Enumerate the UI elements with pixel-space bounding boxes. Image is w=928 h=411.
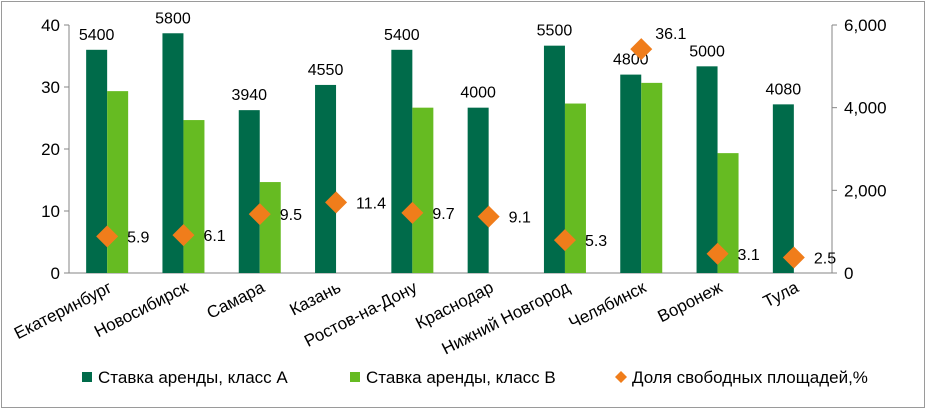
category-label: Нижний Новгород	[439, 278, 573, 359]
legend-label: Доля свободных площадей,%	[632, 368, 868, 387]
vacancy-label: 6.1	[203, 228, 225, 245]
right-tick-label: 0	[844, 264, 853, 283]
bar-class-b	[107, 91, 129, 273]
legend-swatch	[350, 372, 360, 382]
vacancy-label: 5.3	[585, 233, 607, 250]
bar-class-a-label: 5500	[537, 23, 573, 40]
category-label: Воронеж	[655, 277, 726, 326]
vacancy-marker	[96, 225, 119, 248]
bar-class-a-label: 4000	[460, 85, 496, 102]
bar-class-a	[620, 74, 642, 273]
category-label: Челябинск	[566, 277, 650, 332]
bar-class-b	[412, 107, 434, 274]
left-axis-ticks: 0 10 20 30 40	[41, 16, 69, 283]
left-tick-label: 0	[51, 264, 60, 283]
category-label: Тула	[760, 277, 802, 311]
bar-class-a	[315, 84, 337, 273]
bars	[86, 33, 794, 274]
bar-class-a	[238, 110, 260, 273]
legend-label: Ставка аренды, класс В	[366, 368, 556, 387]
bar-class-b	[259, 182, 281, 273]
bar-class-b	[183, 120, 205, 273]
vacancy-label: 5.9	[127, 229, 149, 246]
vacancy-marker	[553, 229, 576, 252]
bar-class-b	[564, 103, 586, 274]
vacancy-label: 36.1	[655, 26, 686, 43]
left-tick-label: 20	[41, 140, 60, 159]
bar-class-a	[391, 49, 413, 273]
legend-label: Ставка аренды, класс А	[98, 368, 288, 387]
vacancy-marker	[782, 246, 805, 269]
legend: Ставка аренды, класс А Ставка аренды, кла…	[82, 368, 868, 387]
legend-swatch	[82, 372, 92, 382]
right-tick-label: 6,000	[844, 16, 887, 35]
left-tick-label: 40	[41, 16, 60, 35]
bar-class-a	[467, 107, 489, 274]
category-label: Самара	[204, 277, 268, 322]
bar-class-a-label: 4080	[766, 81, 802, 98]
legend-swatch	[615, 371, 627, 383]
vacancy-label: 9.7	[432, 206, 454, 223]
left-tick-label: 30	[41, 78, 60, 97]
bar-class-a-label: 4550	[308, 62, 344, 79]
vacancy-label: 2.5	[814, 251, 836, 268]
right-axis-ticks: 0 2,000 4,000 6,000	[832, 16, 887, 283]
vacancy-data-labels: 5.9 6.1 9.5 11.4 9.7 9.1 5.3 36.1 3.1 2.5	[127, 26, 836, 267]
vacancy-marker	[630, 38, 653, 61]
bar-class-a	[772, 104, 794, 273]
bar-class-a-label: 5400	[79, 27, 115, 44]
vacancy-marker	[172, 224, 195, 247]
bar-class-a-label: 5400	[384, 27, 420, 44]
vacancy-marker	[325, 191, 348, 214]
vacancy-marker	[706, 242, 729, 265]
vacancy-marker	[248, 203, 271, 226]
bar-class-a	[162, 33, 184, 274]
vacancy-label: 11.4	[356, 195, 386, 212]
vacancy-label: 9.5	[280, 207, 302, 224]
bar-class-a	[696, 66, 718, 273]
category-label: Казань	[287, 278, 344, 320]
bar-class-a-label: 5800	[155, 10, 191, 27]
bar-class-a-label: 3940	[231, 87, 267, 104]
vacancy-marker	[401, 201, 424, 224]
vacancy-label: 3.1	[738, 247, 760, 264]
bar-class-a-label: 5000	[689, 43, 725, 60]
bar-class-a	[543, 45, 565, 273]
vacancy-marker	[477, 205, 500, 228]
left-tick-label: 10	[41, 202, 60, 221]
right-tick-label: 2,000	[844, 181, 887, 200]
bar-class-b	[641, 82, 663, 273]
right-tick-label: 4,000	[844, 99, 887, 118]
bar-class-b	[717, 153, 739, 273]
vacancy-label: 9.1	[509, 210, 531, 227]
vacancy-markers	[96, 38, 805, 269]
bar-class-a	[86, 49, 108, 273]
